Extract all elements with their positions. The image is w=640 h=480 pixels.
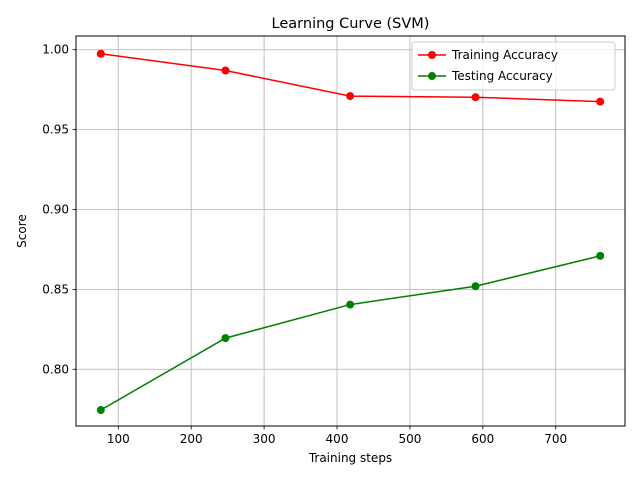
x-tick-label: 100 <box>107 432 130 446</box>
data-point <box>346 300 355 309</box>
y-tick-label: 0.95 <box>42 123 69 137</box>
x-tick-label: 700 <box>544 432 567 446</box>
x-tick-label: 200 <box>180 432 203 446</box>
y-axis-ticks: 0.80 0.85 0.90 0.95 1.00 <box>42 43 76 376</box>
legend-item: Training Accuracy <box>418 48 558 62</box>
x-axis-ticks: 100 200 300 400 500 600 700 <box>107 426 567 446</box>
legend-marker <box>428 51 436 59</box>
data-point <box>96 49 105 58</box>
legend-label: Testing Accuracy <box>451 69 553 83</box>
series-2 <box>96 251 605 415</box>
data-point <box>471 282 480 291</box>
legend: Training Accuracy Testing Accuracy <box>411 41 616 91</box>
legend-label: Training Accuracy <box>451 48 558 62</box>
plot-frame <box>75 35 626 427</box>
data-point <box>96 406 105 415</box>
y-tick-label: 0.80 <box>42 362 69 376</box>
y-tick-label: 1.00 <box>42 43 69 57</box>
y-axis-label: Score <box>15 214 29 248</box>
legend-marker <box>428 72 436 80</box>
x-tick-label: 300 <box>253 432 276 446</box>
y-tick-label: 0.85 <box>42 282 69 296</box>
legend-box <box>411 41 616 91</box>
data-point <box>221 334 230 343</box>
x-tick-label: 600 <box>471 432 494 446</box>
data-point <box>596 97 605 106</box>
data-point <box>221 66 230 75</box>
series-1 <box>96 49 605 106</box>
x-axis-label: Training steps <box>308 451 392 465</box>
series-layer <box>96 49 605 415</box>
grid <box>76 36 625 426</box>
legend-item: Testing Accuracy <box>418 69 553 83</box>
data-point <box>346 92 355 101</box>
x-tick-label: 500 <box>398 432 421 446</box>
data-point <box>596 251 605 260</box>
chart-title: Learning Curve (SVM) <box>272 16 430 32</box>
data-point <box>471 93 480 102</box>
x-tick-label: 400 <box>326 432 349 446</box>
y-tick-label: 0.90 <box>42 203 69 217</box>
